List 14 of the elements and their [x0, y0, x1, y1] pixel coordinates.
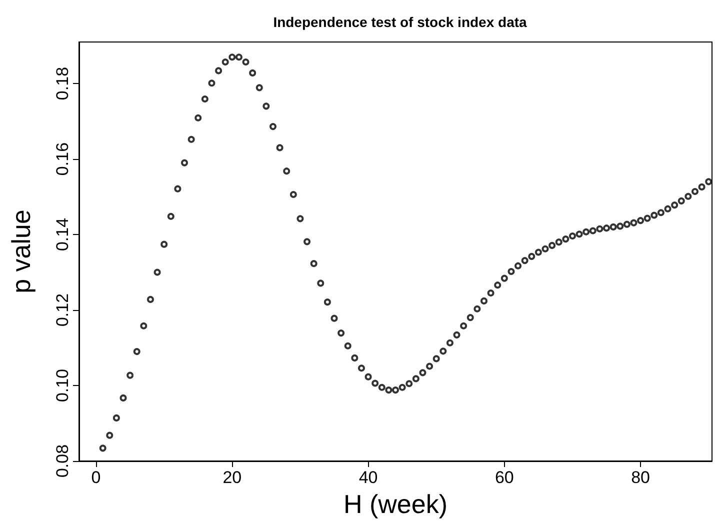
x-tick-label: 0 [91, 468, 101, 487]
y-tick-label: 0.10 [53, 368, 72, 402]
y-tick-label: 0.12 [53, 293, 72, 327]
chart-title: Independence test of stock index data [273, 14, 528, 30]
y-tick-label: 0.16 [53, 142, 72, 176]
x-tick-label: 80 [631, 468, 650, 487]
y-tick-label: 0.14 [53, 218, 72, 252]
y-tick-label: 0.08 [53, 444, 72, 478]
x-tick-label: 40 [358, 468, 378, 487]
x-tick-label: 20 [222, 468, 242, 487]
y-tick-label: 0.18 [53, 66, 72, 100]
x-tick-label: 60 [494, 468, 514, 487]
x-axis-title: H (week) [343, 489, 448, 519]
y-axis-title: p value [6, 210, 36, 294]
